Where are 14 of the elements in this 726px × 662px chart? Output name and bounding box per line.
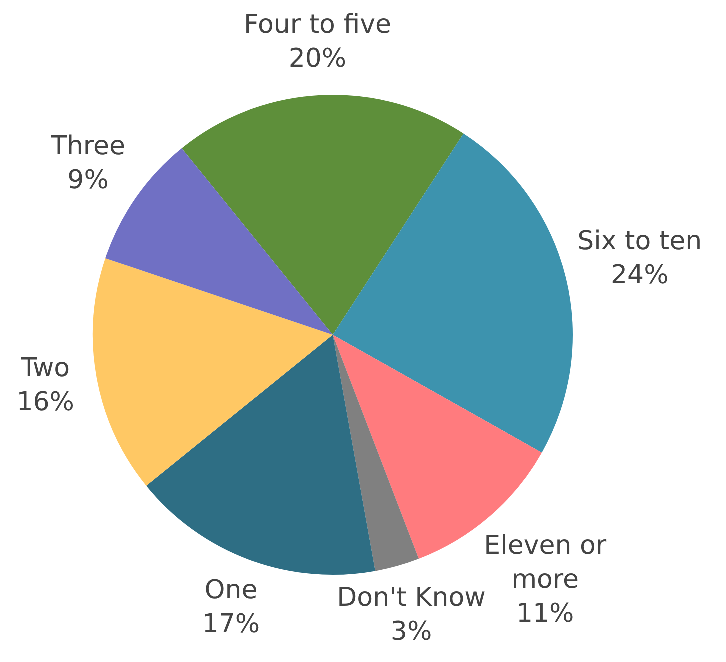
data-label: 24% (610, 260, 669, 290)
data-label: 3% (390, 616, 432, 647)
slice-label: Don't Know (337, 582, 486, 613)
slice-label: Four to five (244, 10, 392, 40)
data-label: 11% (516, 598, 574, 629)
data-label: 16% (16, 387, 75, 418)
slice-label: Three (50, 132, 126, 162)
data-label: 20% (288, 44, 347, 74)
slice-label: Six to ten (578, 226, 702, 256)
slice-label: One (204, 575, 258, 606)
data-label: 17% (202, 609, 260, 640)
slice-label: Two (20, 353, 70, 384)
data-label: 9% (68, 166, 109, 196)
slice-label: Eleven or more (484, 530, 607, 595)
